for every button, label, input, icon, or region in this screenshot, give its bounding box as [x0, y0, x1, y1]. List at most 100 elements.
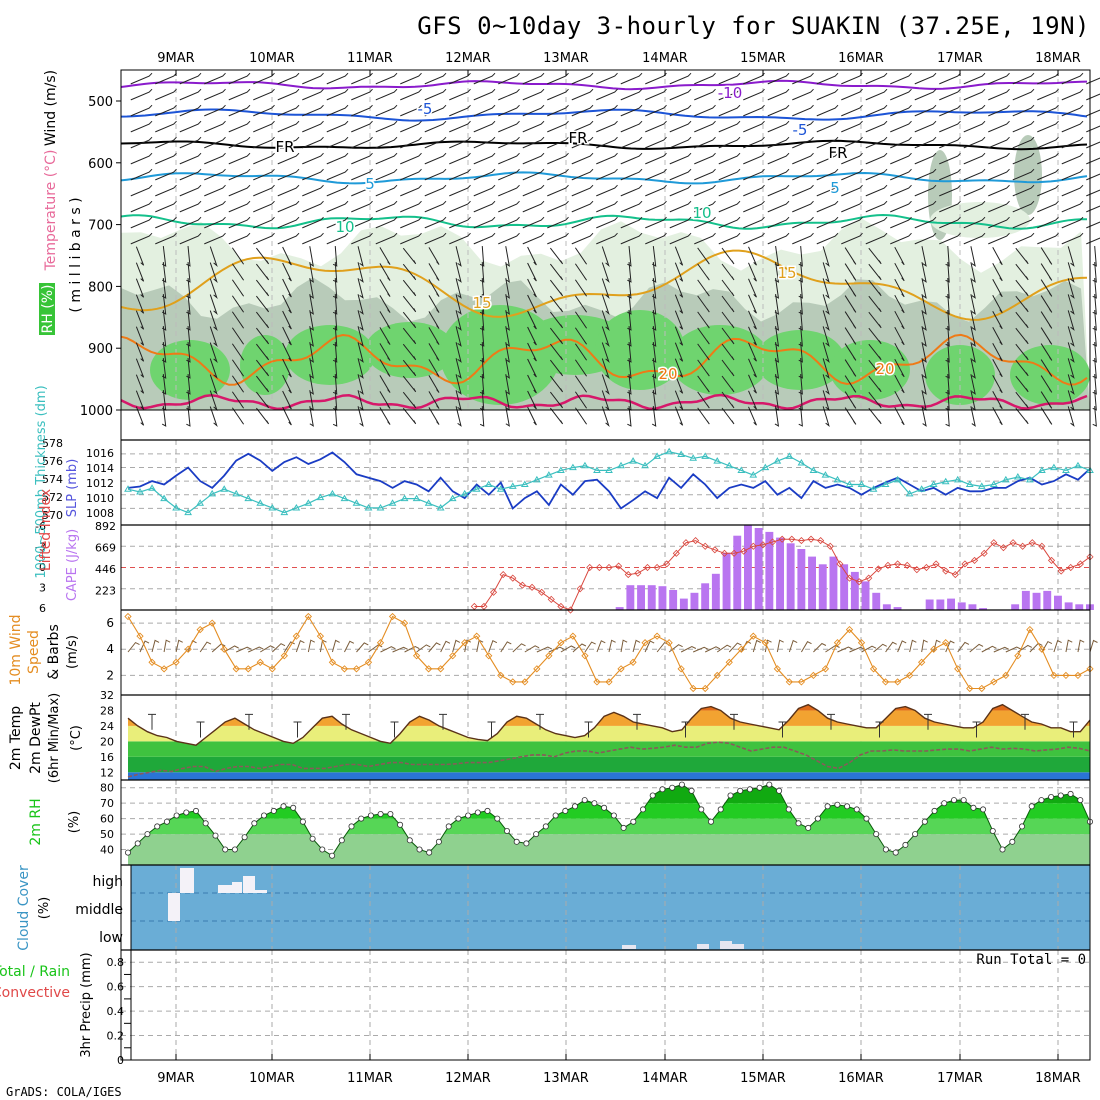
- wind10m-marker: [148, 658, 156, 666]
- wind-barb: [988, 120, 1010, 133]
- rh-point: [435, 838, 442, 845]
- wind-barb: [865, 72, 888, 85]
- wind-barb: [868, 343, 882, 361]
- wind10m-barb: [873, 643, 887, 653]
- wind10m-barb: [752, 639, 761, 653]
- rh-point: [834, 801, 841, 808]
- thickness-marker: [965, 480, 974, 487]
- wind-barb: [748, 326, 757, 346]
- wind-barb: [527, 310, 537, 330]
- wind10m-marker: [1026, 625, 1034, 634]
- wind-barb: [620, 72, 643, 85]
- wind-barb: [620, 184, 643, 197]
- wind-barb: [718, 104, 741, 117]
- thickness-marker: [857, 480, 866, 487]
- wind-barb: [963, 184, 986, 197]
- wind-barb: [865, 232, 888, 245]
- thickness-marker: [569, 463, 577, 471]
- temp-band: [128, 725, 1090, 742]
- wind-barb: [253, 232, 275, 245]
- thickness-marker: [953, 475, 962, 483]
- wind-barb: [645, 168, 667, 181]
- rh-point: [231, 846, 238, 853]
- temp-line: [127, 703, 1091, 746]
- wind-barb: [302, 72, 324, 85]
- wind-barb: [455, 262, 462, 283]
- cape-bar: [722, 552, 731, 610]
- wind-barb: [424, 184, 447, 197]
- wind-barb: [963, 232, 986, 245]
- wind-barb: [1015, 343, 1029, 361]
- wind-barb: [135, 278, 145, 298]
- wind-barb: [694, 88, 716, 101]
- wind-barb: [1040, 327, 1053, 345]
- li-marker: [932, 560, 940, 568]
- wind-barb: [424, 200, 447, 213]
- wind-barb: [186, 245, 191, 267]
- wind10m-barb: [524, 645, 540, 653]
- isotherm-5: [120, 171, 1088, 185]
- wind-barb: [424, 72, 447, 85]
- wind-barb: [255, 247, 270, 265]
- wind-barb: [844, 311, 857, 329]
- wind-barb: [939, 120, 961, 133]
- wind10m-barb: [331, 639, 340, 653]
- wind-barb: [277, 168, 300, 181]
- rh-point: [892, 849, 899, 856]
- wind-barb: [1040, 263, 1053, 281]
- wind-barb: [868, 359, 882, 377]
- wind-barb: [963, 88, 986, 101]
- rh-shade-green: [595, 310, 685, 390]
- wind10m-marker: [918, 658, 926, 666]
- wind-barb: [1012, 152, 1035, 165]
- wind-barb: [130, 200, 153, 213]
- label-lifted-index: Lifted Index: [38, 489, 54, 571]
- wind-barb: [375, 88, 398, 101]
- wind-barb: [620, 232, 643, 245]
- wind-barb: [473, 104, 496, 117]
- wind-barb: [326, 152, 349, 165]
- temp-minmax-bar: [778, 721, 787, 738]
- wind-barb: [816, 88, 839, 101]
- wind-barb: [992, 406, 1003, 426]
- rh-point: [280, 803, 287, 810]
- wind-barb: [402, 311, 417, 329]
- wind-barb: [277, 72, 300, 85]
- wind-barb: [282, 278, 292, 298]
- wind10m-barb: [548, 646, 565, 653]
- li-marker: [884, 561, 892, 569]
- wind-barb: [302, 216, 324, 229]
- label-millibars: ( m i l l i b a r s ): [68, 197, 84, 312]
- wind-barb: [326, 232, 349, 245]
- wind-barb: [718, 136, 741, 149]
- wind-barb: [1092, 309, 1097, 331]
- wind-barb: [1015, 279, 1029, 297]
- precip-tick: 0: [117, 1054, 124, 1067]
- wind-barb: [669, 136, 692, 149]
- wind-barb: [844, 375, 857, 393]
- wind-barb: [945, 245, 950, 267]
- wind10m-marker: [737, 645, 745, 653]
- wind-barb: [228, 168, 251, 181]
- wind-barb: [332, 245, 338, 267]
- wind-barb: [718, 216, 741, 229]
- cloud-bar-low: [622, 945, 636, 949]
- wind-barb: [620, 216, 643, 229]
- li-marker: [807, 535, 815, 543]
- wind-barb: [1015, 263, 1029, 281]
- wind-barb: [428, 375, 440, 393]
- wind-barb: [522, 104, 545, 117]
- rh-point: [601, 804, 608, 811]
- thickness-marker: [653, 452, 661, 459]
- wind-barb: [921, 358, 927, 379]
- thickness-marker: [989, 480, 998, 487]
- wind-barb: [302, 120, 324, 133]
- temp-minmax-bar: [875, 721, 884, 738]
- wind-barb: [282, 390, 292, 410]
- wind-barb: [992, 342, 1003, 362]
- wind-barb: [841, 168, 863, 181]
- rh-point: [1019, 823, 1026, 830]
- li-marker: [1047, 556, 1056, 564]
- wind-barb: [601, 262, 610, 284]
- wind-barb: [400, 168, 422, 181]
